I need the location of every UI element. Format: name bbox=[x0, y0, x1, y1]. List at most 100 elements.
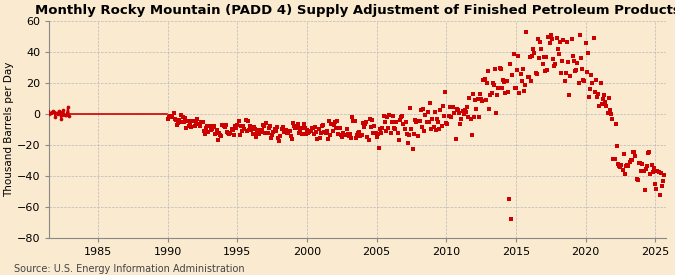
Point bbox=[250, 127, 261, 131]
Point bbox=[437, 104, 448, 108]
Point bbox=[288, 121, 298, 125]
Point bbox=[581, 70, 592, 74]
Point bbox=[373, 146, 384, 150]
Point bbox=[356, 133, 367, 138]
Point bbox=[178, 115, 188, 119]
Point bbox=[171, 122, 182, 127]
Point bbox=[229, 133, 240, 138]
Point bbox=[600, 100, 611, 104]
Point bbox=[262, 131, 273, 135]
Point bbox=[410, 120, 421, 124]
Point bbox=[521, 29, 532, 34]
Point bbox=[565, 73, 576, 78]
Point bbox=[303, 130, 314, 135]
Point bbox=[468, 92, 479, 96]
Point bbox=[197, 120, 208, 124]
Point bbox=[624, 159, 635, 164]
Point bbox=[342, 131, 353, 136]
Point bbox=[341, 127, 352, 131]
Point bbox=[324, 119, 335, 123]
Point bbox=[646, 163, 657, 168]
Point bbox=[252, 131, 263, 135]
Point bbox=[173, 121, 184, 125]
Point bbox=[310, 125, 321, 130]
Point bbox=[53, 109, 64, 113]
Point bbox=[319, 130, 330, 134]
Point bbox=[444, 105, 455, 110]
Point bbox=[623, 164, 634, 169]
Point bbox=[273, 136, 284, 140]
Point bbox=[239, 127, 250, 131]
Point bbox=[284, 128, 295, 133]
Point bbox=[312, 136, 323, 141]
Point bbox=[365, 125, 376, 129]
Point bbox=[621, 164, 632, 168]
Point bbox=[340, 133, 351, 137]
Point bbox=[296, 126, 306, 131]
Point bbox=[574, 33, 585, 37]
Point bbox=[518, 88, 529, 93]
Point bbox=[402, 132, 412, 136]
Point bbox=[657, 184, 668, 189]
Point bbox=[632, 178, 643, 182]
Point bbox=[596, 101, 607, 106]
Point bbox=[454, 111, 464, 116]
Point bbox=[478, 78, 489, 83]
Point bbox=[576, 56, 587, 60]
Point bbox=[269, 127, 280, 131]
Point bbox=[323, 137, 333, 142]
Point bbox=[180, 115, 190, 120]
Point bbox=[491, 111, 502, 115]
Point bbox=[327, 129, 338, 134]
Point bbox=[493, 86, 504, 90]
Point bbox=[552, 47, 563, 51]
Point bbox=[559, 79, 570, 83]
Point bbox=[494, 66, 505, 70]
Point bbox=[370, 130, 381, 135]
Point bbox=[526, 79, 537, 83]
Point bbox=[472, 97, 483, 101]
Point bbox=[332, 119, 343, 123]
Point bbox=[210, 132, 221, 136]
Point bbox=[205, 123, 215, 128]
Point bbox=[497, 78, 508, 82]
Point bbox=[568, 59, 579, 63]
Point bbox=[450, 137, 461, 141]
Point bbox=[497, 86, 508, 90]
Point bbox=[378, 114, 389, 118]
Point bbox=[247, 131, 258, 136]
Point bbox=[171, 117, 182, 122]
Point bbox=[507, 73, 518, 78]
Point bbox=[352, 133, 362, 137]
Point bbox=[394, 138, 404, 142]
Point bbox=[64, 114, 75, 119]
Point bbox=[593, 91, 603, 96]
Point bbox=[534, 56, 545, 60]
Point bbox=[455, 122, 466, 126]
Point bbox=[495, 66, 506, 71]
Point bbox=[481, 81, 492, 85]
Point bbox=[617, 168, 628, 172]
Point bbox=[616, 163, 627, 167]
Point bbox=[572, 61, 583, 65]
Point bbox=[605, 112, 616, 116]
Y-axis label: Thousand Barrels per Day: Thousand Barrels per Day bbox=[4, 62, 14, 197]
Point bbox=[192, 117, 202, 121]
Point bbox=[585, 87, 595, 91]
Point bbox=[47, 109, 58, 113]
Point bbox=[554, 52, 564, 56]
Point bbox=[463, 115, 474, 120]
Point bbox=[615, 164, 626, 169]
Point bbox=[55, 117, 66, 121]
Point bbox=[587, 81, 598, 85]
Point bbox=[300, 131, 311, 136]
Point bbox=[404, 133, 414, 137]
Point bbox=[200, 126, 211, 131]
Point bbox=[458, 112, 469, 116]
Point bbox=[186, 124, 196, 129]
Point bbox=[217, 123, 227, 127]
Point bbox=[524, 55, 535, 59]
Point bbox=[389, 126, 400, 130]
Point bbox=[43, 109, 54, 113]
Point bbox=[255, 130, 266, 134]
